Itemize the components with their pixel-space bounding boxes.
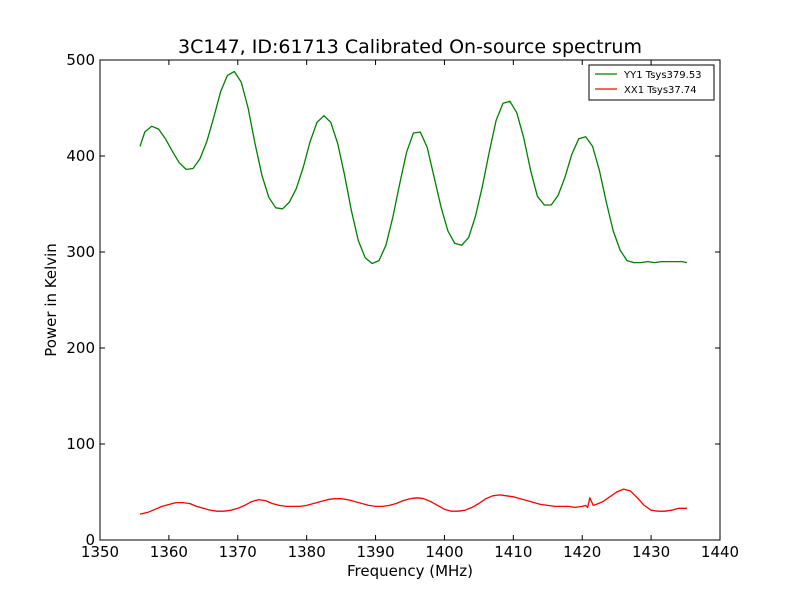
plot-frame	[99, 59, 721, 541]
x-tick-label: 1360	[150, 543, 188, 561]
legend-label-yy1: YY1 Tsys379.53	[623, 70, 702, 81]
x-tick-label: 1410	[494, 543, 532, 561]
x-tick-label: 1430	[632, 543, 670, 561]
y-tick-label: 300	[66, 243, 95, 261]
legend-label-xx1: XX1 Tsys37.74	[624, 85, 697, 96]
x-tick-label: 1400	[425, 543, 463, 561]
legend-box	[588, 64, 715, 101]
x-tick-label: 1390	[356, 543, 394, 561]
series-layer	[139, 70, 688, 515]
x-tick-label: 1420	[563, 543, 601, 561]
y-tick-label: 400	[66, 147, 95, 165]
y-tick-label: 500	[66, 51, 95, 69]
plot-area: 1350 1360 1370 1380 1390 1400 1410 1420 1430 1440…	[66, 51, 739, 561]
y-tick-label: 0	[85, 531, 95, 549]
x-tick-label: 1350	[81, 543, 119, 561]
x-tick-label: 1380	[288, 543, 326, 561]
series-line-xx1	[139, 488, 687, 515]
legend: YY1 Tsys379.53 XX1 Tsys37.74	[588, 64, 715, 101]
ticks-layer: 1350 1360 1370 1380 1390 1400 1410 1420 1430 1440…	[66, 51, 739, 561]
chart-title: 3C147, ID:61713 Calibrated On-source spe…	[178, 36, 642, 58]
series-line-yy1	[139, 70, 688, 265]
x-axis-label: Frequency (MHz)	[347, 562, 473, 580]
x-tick-label: 1440	[701, 543, 739, 561]
y-tick-label: 100	[66, 435, 95, 453]
x-tick-label: 1370	[219, 543, 257, 561]
y-tick-label: 200	[66, 339, 95, 357]
y-axis-label: Power in Kelvin	[42, 243, 60, 357]
